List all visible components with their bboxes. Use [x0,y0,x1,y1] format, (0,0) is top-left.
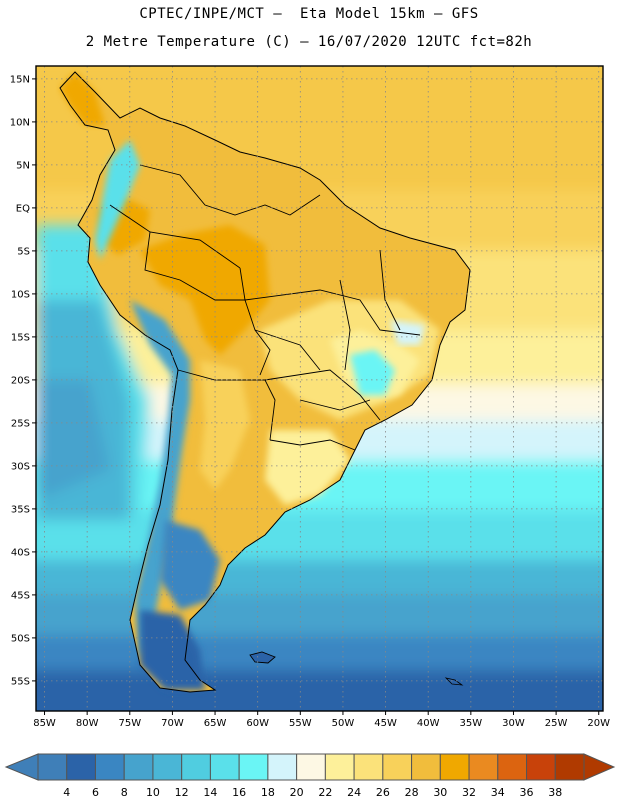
colorbar-label: 18 [261,786,275,799]
colorbar-label: 30 [433,786,447,799]
lat-tick-label: EQ [16,203,30,214]
colorbar-swatch [353,753,384,781]
colorbar-swatch [209,753,240,781]
colorbar-swatch [497,753,528,781]
colorbar-swatch [152,753,183,781]
lat-tick-label: 50S [11,633,30,644]
colorbar-swatch [468,753,499,781]
colorbar-swatch [181,753,211,781]
map-title-line2: 2 Metre Temperature (C) – 16/07/2020 12U… [85,34,533,50]
colorbar-swatch [554,753,585,781]
lon-tick-label: 30W [502,718,525,729]
lon-tick-label: 60W [246,718,269,729]
colorbar-swatch [267,753,298,781]
colorbar-label: 24 [347,786,361,799]
colorbar-swatch [411,753,441,781]
lat-tick-label: 45S [11,590,30,601]
colorbar-swatch [296,753,326,781]
lat-tick-label: 25S [11,418,30,429]
lat-tick-label: 40S [11,547,30,558]
colorbar-swatch [238,753,269,781]
lon-tick-label: 85W [33,718,56,729]
colorbar-swatch [382,753,413,781]
colorbar-label: 20 [290,786,304,799]
lon-tick-label: 75W [118,718,141,729]
lon-tick-label: 55W [289,718,312,729]
lon-tick-label: 65W [204,718,227,729]
lat-tick-label: 10N [10,117,30,128]
temperature-field [36,66,603,711]
colorbar-label: 22 [318,786,332,799]
colorbar-swatch [123,753,154,781]
lon-tick-label: 25W [545,718,568,729]
colorbar-swatch [526,753,556,781]
national-borders [109,164,421,451]
lon-tick-label: 80W [76,718,99,729]
colorbar-label: 34 [491,786,505,799]
colorbar-label: 8 [121,786,128,799]
lon-tick-label: 70W [161,718,184,729]
lon-tick-label: 40W [417,718,440,729]
lat-tick-label: 55S [11,676,30,687]
colorbar-label: 6 [92,786,99,799]
temperature-colorbar: 4 6 8 10 12 14 16 18 20 22 24 26 28 30 32 34 36 38 [4,753,616,799]
colorbar-swatch [439,753,470,781]
map-frame [35,65,604,712]
colorbar-swatch [324,753,355,781]
colorbar-label: 14 [203,786,217,799]
colorbar-label: 38 [548,786,562,799]
lat-tick-label: 20S [11,375,30,386]
lat-tick-label: 5N [16,160,30,171]
colorbar-label: 12 [175,786,189,799]
lat-tick-label: 35S [11,504,30,515]
colorbar-swatch [37,753,68,781]
lon-tick-label: 35W [460,718,483,729]
longitude-axis: 85W 80W 75W 70W 65W 60W 55W 50W 45W 40W 35W 30W 25W 2… [33,711,610,729]
colorbar-label: 16 [232,786,246,799]
colorbar-over-arrow [583,753,616,781]
lat-tick-label: 30S [11,461,30,472]
colorbar-swatch [66,753,96,781]
lat-tick-label: 15N [10,74,30,85]
map-title-line1: CPTEC/INPE/MCT – Eta Model 15km – GFS [139,6,479,22]
lat-tick-label: 5S [17,246,30,257]
colorbar-label: 28 [405,786,419,799]
lat-tick-label: 15S [11,332,30,343]
colorbar-label: 26 [376,786,390,799]
lon-tick-label: 50W [332,718,355,729]
lon-tick-label: 45W [374,718,397,729]
colorbar-label: 36 [520,786,534,799]
colorbar-swatch [94,753,125,781]
falkland-islands [249,651,276,664]
colorbar-under-arrow [4,753,39,781]
south-georgia-island [444,677,464,686]
coastline [59,71,471,693]
colorbar-label: 4 [63,786,70,799]
colorbar-label: 10 [146,786,160,799]
latitude-axis: 15N 10N 5N EQ 5S 10S 15S 20S 25S 30S 35S 40S 45S 50S 5… [10,74,36,687]
lon-tick-label: 20W [587,718,610,729]
colorbar-label: 32 [462,786,476,799]
lat-tick-label: 10S [11,289,30,300]
